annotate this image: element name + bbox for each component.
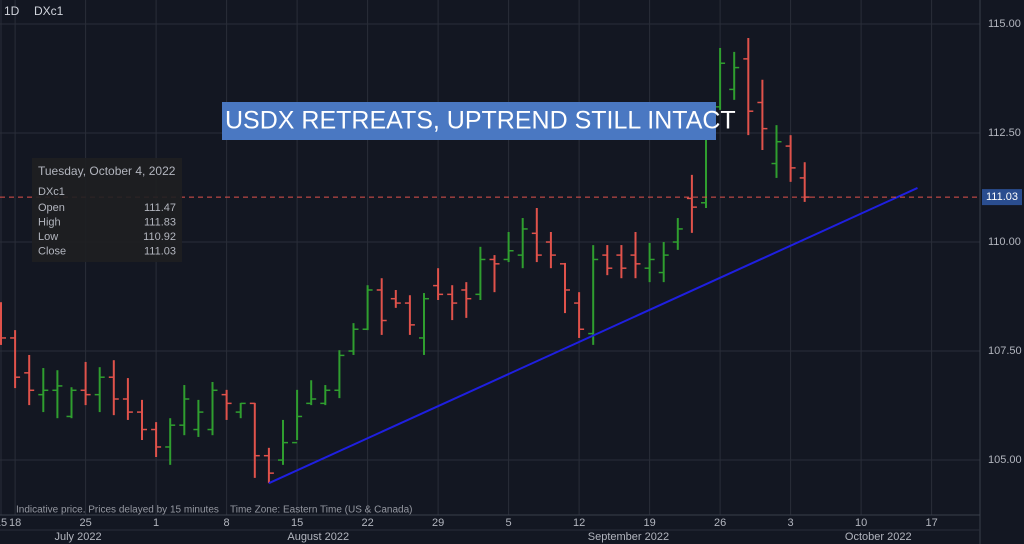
x-tick-label: 3 xyxy=(788,517,794,529)
x-tick-label: 1 xyxy=(153,517,159,529)
x-tick-label: 15 xyxy=(0,517,7,529)
interval: 1D xyxy=(4,4,20,18)
trendline xyxy=(268,187,918,485)
x-tick-label: 5 xyxy=(506,517,512,529)
footer-note: Indicative price. Prices delayed by 15 m… xyxy=(16,505,219,516)
x-tick-label: 18 xyxy=(9,517,21,529)
x-tick-label: 29 xyxy=(432,517,444,529)
x-tick-label: 17 xyxy=(925,517,937,529)
last-price-label: 111.03 xyxy=(986,191,1018,203)
x-tick-label: 25 xyxy=(79,517,91,529)
x-group-label: October 2022 xyxy=(845,531,912,543)
y-tick-label: 105.00 xyxy=(988,454,1022,466)
tooltip-rows: Open 111.47 High 111.83 Low 110.92 Close 111.03 xyxy=(38,202,176,258)
x-group-label: July 2022 xyxy=(55,531,102,543)
y-tick-label: 107.50 xyxy=(988,345,1022,357)
x-tick-label: 15 xyxy=(291,517,303,529)
y-tick-label: 110.00 xyxy=(988,236,1021,248)
x-group-label: September 2022 xyxy=(588,531,669,543)
tooltip: Tuesday, October 4, 2022 DXc1 Open 111.47… xyxy=(32,158,182,262)
tooltip-label: High xyxy=(38,216,61,228)
tooltip-value: 111.83 xyxy=(144,216,176,228)
tooltip-box xyxy=(32,158,182,262)
x-tick-label: 8 xyxy=(224,517,230,529)
tooltip-value: 110.92 xyxy=(143,231,176,243)
chart-title: USDX RETREATS, UPTREND STILL INTACT xyxy=(225,107,736,135)
tooltip-date: Tuesday, October 4, 2022 xyxy=(38,164,176,178)
title-box xyxy=(222,102,716,140)
footer-timezone: Time Zone: Eastern Time (US & Canada) xyxy=(230,505,412,516)
tooltip-label: Low xyxy=(38,231,58,243)
x-tick-label: 12 xyxy=(573,517,585,529)
x-tick-label: 19 xyxy=(643,517,655,529)
plot xyxy=(0,37,980,485)
axes: 105.00107.50110.00112.50115.001518251815… xyxy=(0,18,1022,543)
tooltip-symbol: DXc1 xyxy=(38,186,65,198)
tooltip-label: Close xyxy=(38,245,66,257)
tooltip-value: 111.03 xyxy=(144,245,176,257)
y-tick-label: 115.00 xyxy=(988,18,1021,30)
tooltip-value: 111.47 xyxy=(144,202,176,214)
x-tick-label: 26 xyxy=(714,517,726,529)
last-price-box xyxy=(982,189,1022,206)
tooltip-label: Open xyxy=(38,202,65,214)
x-tick-label: 22 xyxy=(361,517,373,529)
x-group-label: August 2022 xyxy=(287,531,349,543)
y-tick-label: 112.50 xyxy=(988,127,1021,139)
x-tick-label: 10 xyxy=(855,517,867,529)
symbol: DXc1 xyxy=(34,4,64,18)
